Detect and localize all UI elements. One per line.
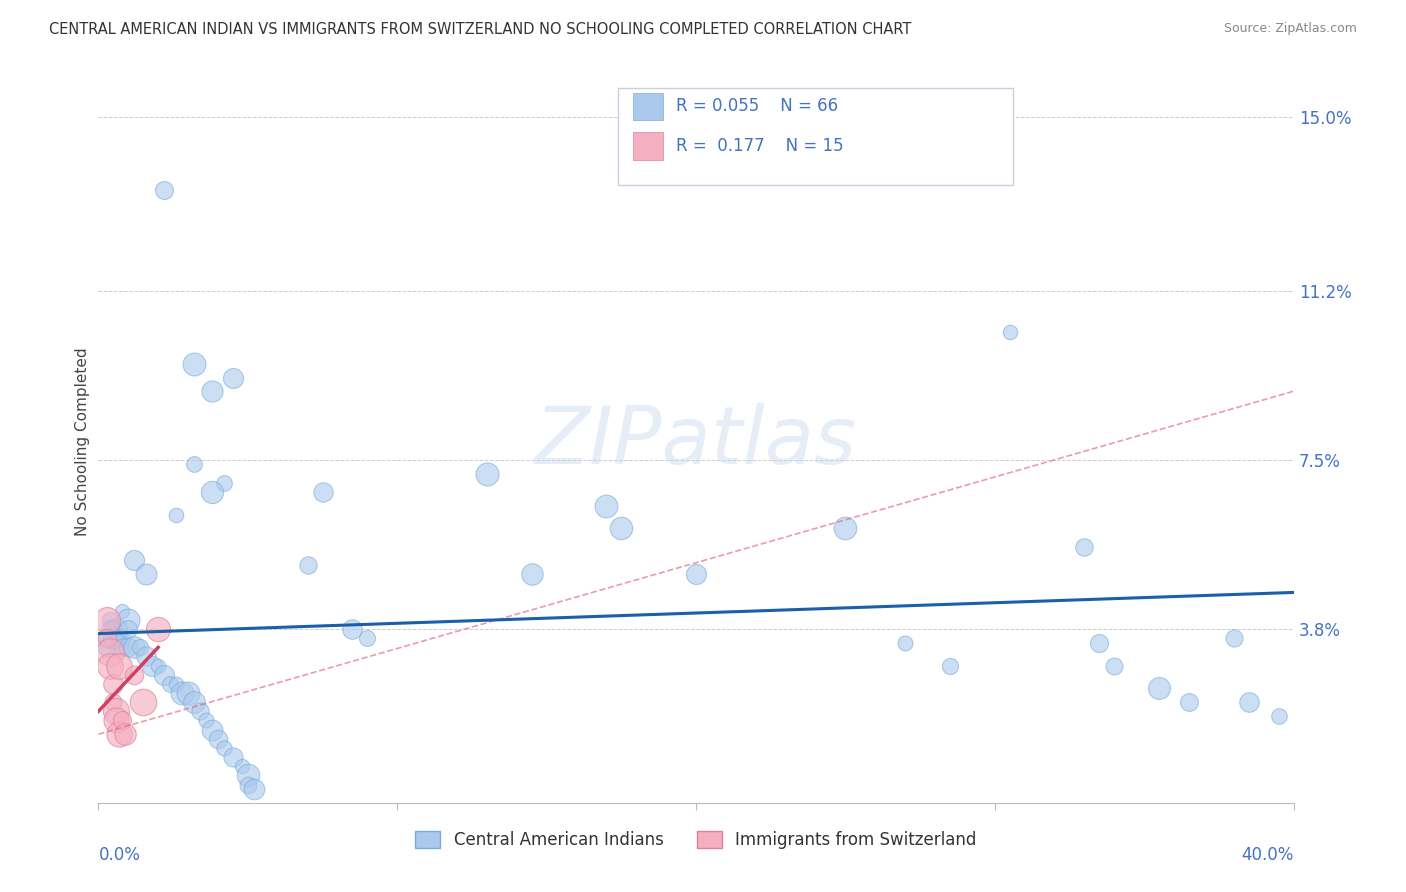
Point [98,658,122,673]
Point [117,622,139,636]
Point [124,640,146,655]
Point [520,567,543,582]
Point [117,640,139,655]
Point [103,695,125,709]
Point [212,740,235,755]
Point [153,183,176,197]
Point [685,567,707,582]
Text: CENTRAL AMERICAN INDIAN VS IMMIGRANTS FROM SWITZERLAND NO SCHOOLING COMPLETED CO: CENTRAL AMERICAN INDIAN VS IMMIGRANTS FR… [49,22,911,37]
Point [834,521,856,535]
Text: 0.0%: 0.0% [98,847,141,864]
Y-axis label: No Schooling Completed: No Schooling Completed [75,347,90,536]
Point [1147,681,1170,696]
Point [201,723,224,737]
Point [105,714,128,728]
Point [1223,631,1246,645]
Point [177,686,200,700]
Point [103,631,125,645]
Point [195,714,218,728]
Point [297,558,319,572]
FancyBboxPatch shape [619,87,1012,185]
Point [96,640,118,655]
Legend: Central American Indians, Immigrants from Switzerland: Central American Indians, Immigrants fro… [409,824,983,856]
Point [111,604,134,618]
Point [172,686,194,700]
Point [135,649,157,664]
Point [1237,695,1260,709]
Point [1104,658,1126,673]
Point [356,631,378,645]
Point [148,658,170,673]
Point [311,484,333,499]
Point [105,640,128,655]
Point [222,370,245,384]
Point [108,658,131,673]
Point [243,782,266,797]
Point [96,613,118,627]
Point [98,645,122,659]
Point [108,631,131,645]
Point [183,357,205,371]
Point [207,731,229,746]
Point [236,777,259,791]
Point [124,667,146,681]
Point [894,636,917,650]
Point [141,658,163,673]
Point [342,622,364,636]
Point [98,613,122,627]
Point [111,714,134,728]
Point [165,508,187,522]
Point [183,458,205,472]
Point [998,325,1021,339]
Point [114,727,136,741]
Point [939,658,962,673]
FancyBboxPatch shape [633,132,662,160]
Text: R =  0.177    N = 15: R = 0.177 N = 15 [676,137,844,155]
Point [153,667,176,681]
Text: 40.0%: 40.0% [1241,847,1294,864]
Point [1088,636,1111,650]
Point [595,499,617,513]
Point [610,521,633,535]
Point [135,567,157,582]
Point [236,768,259,782]
Point [183,695,205,709]
Point [132,695,155,709]
Point [1267,709,1289,723]
Point [475,467,498,481]
Point [111,640,134,655]
Point [111,631,134,645]
Point [105,704,128,718]
Point [98,622,122,636]
Text: R = 0.055    N = 66: R = 0.055 N = 66 [676,97,838,115]
Point [165,677,187,691]
Point [201,484,224,499]
Text: ZIPatlas: ZIPatlas [534,402,858,481]
Point [212,475,235,490]
Point [124,553,146,567]
Point [222,750,245,764]
Point [188,704,211,718]
Point [159,677,181,691]
Point [1178,695,1201,709]
Point [96,631,118,645]
Point [129,640,152,655]
Point [103,622,125,636]
Point [105,622,128,636]
Point [148,622,170,636]
FancyBboxPatch shape [633,93,662,120]
Point [201,384,224,399]
Point [96,631,118,645]
Point [108,727,131,741]
Point [103,677,125,691]
Point [1073,540,1095,554]
Point [231,759,253,773]
Text: Source: ZipAtlas.com: Source: ZipAtlas.com [1223,22,1357,36]
Point [117,613,139,627]
